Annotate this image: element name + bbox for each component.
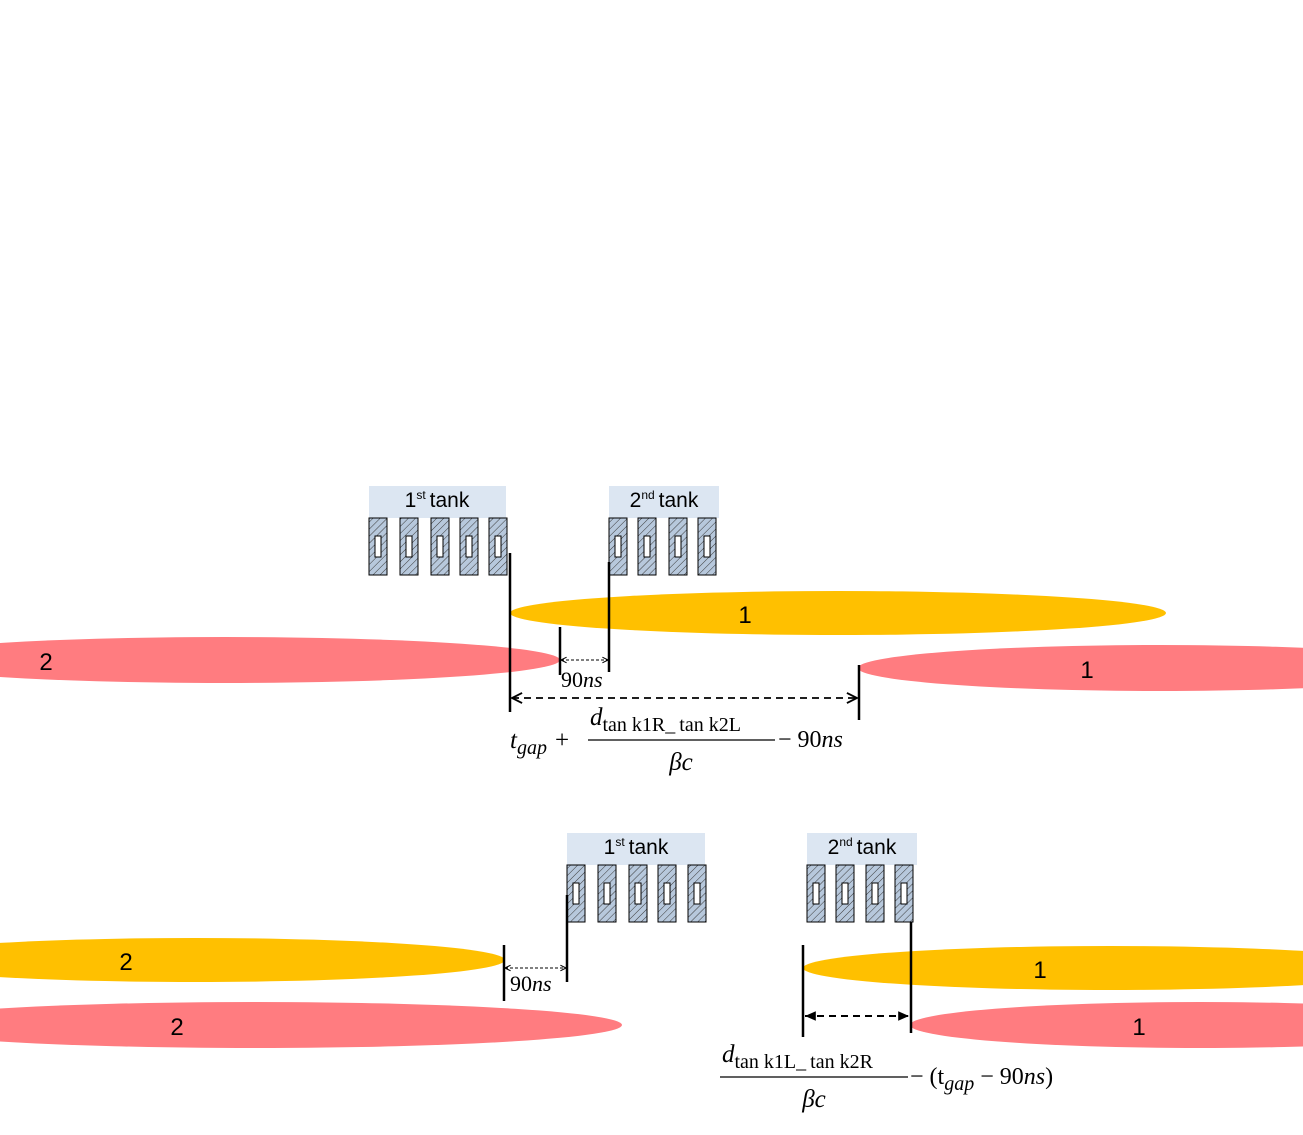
bottom-90ns-label: 90ns (510, 971, 552, 996)
top-tank-1: 1st tank (368, 486, 508, 576)
bottom-tank-1-drift-tubes (566, 864, 707, 923)
top-tank-2-drift-tubes (608, 517, 717, 576)
hatched-drift-tube-icon (608, 517, 628, 576)
bottom-interval-formula: dtan k1L_ tan k2R βc − (tgap − 90ns) (720, 1041, 1053, 1113)
top-90ns-label: 90ns (561, 667, 603, 692)
hatched-drift-tube-icon (894, 864, 914, 923)
svg-text:− 90ns: − 90ns (778, 727, 843, 753)
top-scenario: 1st tank 2nd tank 1 (0, 486, 1303, 776)
hatched-drift-tube-icon (637, 517, 657, 576)
top-red-bunch-2 (0, 637, 560, 683)
hatched-drift-tube-icon (687, 864, 707, 923)
hatched-drift-tube-icon (628, 864, 648, 923)
bottom-tank-1-label-box (567, 833, 705, 865)
hatched-drift-tube-icon (697, 517, 717, 576)
bottom-orange-bunch-1-label: 1 (1033, 957, 1046, 984)
top-tank-1-label: 1st tank (405, 488, 470, 512)
bottom-red-bunch-2-label: 2 (170, 1014, 183, 1041)
bottom-orange-bunch-2 (0, 938, 505, 982)
hatched-drift-tube-icon (657, 864, 677, 923)
hatched-drift-tube-icon (566, 864, 586, 923)
bottom-orange-bunch-2-label: 2 (119, 949, 132, 976)
hatched-drift-tube-icon (668, 517, 688, 576)
bottom-red-bunch-2 (0, 1002, 622, 1048)
top-red-bunch-2-label: 2 (39, 649, 52, 676)
top-tank-2: 2nd tank (608, 486, 719, 576)
bottom-tank-2-label-box (807, 833, 917, 865)
top-tank-2-label-box (609, 486, 719, 518)
bottom-tank-2: 2nd tank (806, 833, 917, 923)
svg-text:− (tgap − 90ns): − (tgap − 90ns) (910, 1064, 1053, 1095)
bottom-orange-bunch-1 (803, 946, 1303, 990)
top-orange-bunch-1 (510, 591, 1166, 635)
top-orange-bunch-1-label: 1 (738, 602, 751, 629)
top-red-bunch-1 (858, 645, 1303, 691)
hatched-drift-tube-icon (806, 864, 826, 923)
hatched-drift-tube-icon (865, 864, 885, 923)
top-interval-formula: tgap + dtan k1R_ tan k2L βc − 90ns (510, 704, 843, 776)
svg-text:βc: βc (668, 749, 693, 776)
hatched-drift-tube-icon (597, 864, 617, 923)
top-tank-1-label-box (369, 486, 506, 518)
bottom-tank-1: 1st tank (566, 833, 707, 923)
hatched-drift-tube-icon (459, 517, 479, 576)
svg-text:tgap+: tgap + (510, 727, 569, 759)
hatched-drift-tube-icon (430, 517, 450, 576)
hatched-drift-tube-icon (368, 517, 388, 576)
hatched-drift-tube-icon (835, 864, 855, 923)
top-tank-2-label: 2nd tank (630, 488, 699, 512)
top-red-bunch-1-label: 1 (1080, 657, 1093, 684)
hatched-drift-tube-icon (399, 517, 419, 576)
svg-text:dtan k1L_tan k2R: dtan k1L_ tan k2R (722, 1041, 874, 1073)
svg-text:βc: βc (801, 1086, 826, 1113)
top-tank-1-drift-tubes (368, 517, 508, 576)
svg-text:dtan k1R_tan k2L: dtan k1R_ tan k2L (590, 704, 741, 736)
bottom-red-bunch-1 (910, 1002, 1303, 1048)
bottom-tank-2-drift-tubes (806, 864, 914, 923)
hatched-drift-tube-icon (488, 517, 508, 576)
bottom-tank-2-label: 2nd tank (828, 835, 897, 859)
bottom-red-bunch-1-label: 1 (1132, 1014, 1145, 1041)
bottom-scenario: 1st tank 2nd tank 2 (0, 833, 1303, 1113)
bottom-tank-1-label: 1st tank (604, 835, 669, 859)
